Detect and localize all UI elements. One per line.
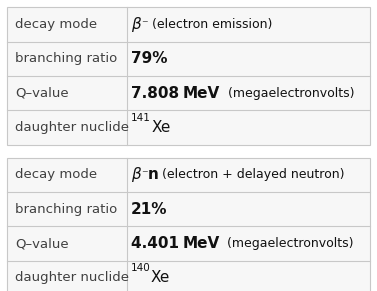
Text: β: β <box>131 17 141 32</box>
Bar <box>7 7 370 145</box>
Text: (electron + delayed neutron): (electron + delayed neutron) <box>158 168 345 181</box>
Text: 140: 140 <box>131 263 151 273</box>
Text: 79%: 79% <box>131 51 168 66</box>
Text: (megaelectronvolts): (megaelectronvolts) <box>219 87 354 100</box>
Text: 141: 141 <box>131 113 151 123</box>
Text: decay mode: decay mode <box>15 168 97 181</box>
Text: Xe: Xe <box>151 270 170 285</box>
Text: ⁻: ⁻ <box>141 168 147 181</box>
Text: MeV: MeV <box>182 236 219 251</box>
Text: decay mode: decay mode <box>15 18 97 31</box>
Text: branching ratio: branching ratio <box>15 203 117 216</box>
Text: branching ratio: branching ratio <box>15 52 117 65</box>
Text: Q–value: Q–value <box>15 237 69 250</box>
Text: 7.808: 7.808 <box>131 86 182 101</box>
Text: 4.401: 4.401 <box>131 236 182 251</box>
Text: β: β <box>131 167 141 182</box>
Text: 21%: 21% <box>131 202 168 217</box>
Text: daughter nuclide: daughter nuclide <box>15 121 129 134</box>
Text: (megaelectronvolts): (megaelectronvolts) <box>219 237 354 250</box>
Text: (electron emission): (electron emission) <box>147 18 272 31</box>
Text: ⁻: ⁻ <box>141 18 147 31</box>
Text: Q–value: Q–value <box>15 87 69 100</box>
Text: n: n <box>147 167 158 182</box>
Text: MeV: MeV <box>182 86 219 101</box>
Bar <box>7 158 370 291</box>
Text: daughter nuclide: daughter nuclide <box>15 272 129 284</box>
Text: Xe: Xe <box>151 120 170 135</box>
